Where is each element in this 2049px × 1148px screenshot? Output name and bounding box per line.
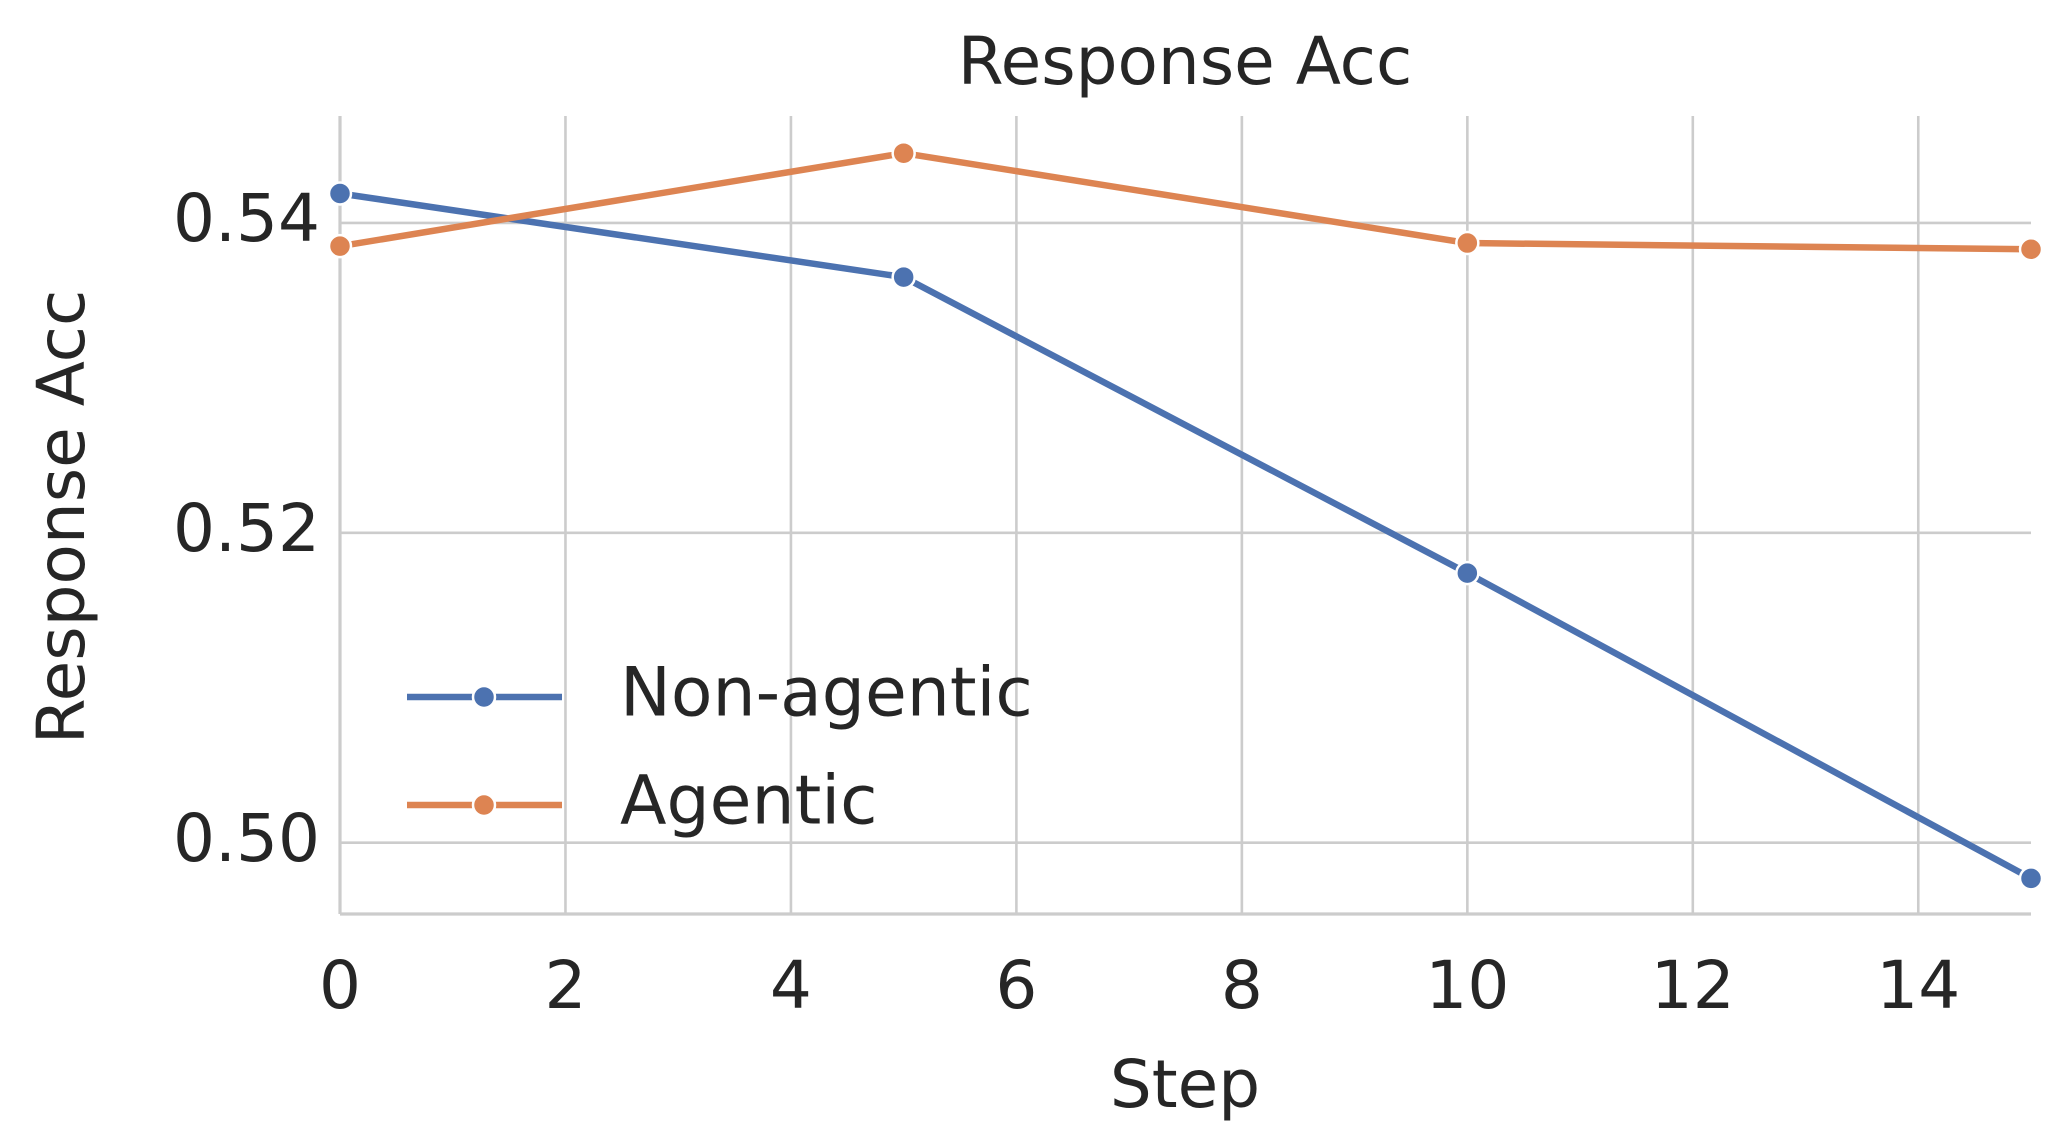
legend-label: Agentic	[620, 762, 878, 841]
data-point	[2018, 237, 2044, 262]
x-tick-label: 10	[1425, 947, 1509, 1024]
legend-marker	[471, 792, 497, 818]
data-point	[1455, 230, 1480, 256]
x-tick-label: 12	[1651, 947, 1735, 1024]
x-tick-label: 14	[1876, 947, 1960, 1024]
y-tick-label: 0.52	[173, 490, 320, 567]
data-point	[891, 264, 916, 290]
data-point	[1455, 560, 1480, 586]
data-point	[327, 233, 353, 259]
x-axis-label: Step	[1110, 1046, 1260, 1123]
series-line	[339, 149, 2032, 253]
legend-label: Non-agentic	[620, 654, 1033, 733]
x-tick-label: 4	[770, 947, 812, 1024]
series-line	[339, 190, 2033, 882]
x-tick-label: 8	[1221, 947, 1263, 1024]
x-tick-label: 6	[995, 947, 1037, 1024]
data-point	[327, 181, 353, 206]
y-axis-label: Response Acc	[23, 290, 100, 745]
legend-marker	[471, 684, 497, 710]
data-point	[891, 140, 916, 166]
x-tick-label: 0	[319, 947, 361, 1024]
data-point	[2018, 866, 2044, 891]
y-tick-label: 0.54	[173, 180, 320, 257]
chart-title: Response Acc	[958, 23, 1413, 100]
y-tick-label: 0.50	[173, 800, 320, 877]
x-tick-label: 2	[544, 947, 586, 1024]
